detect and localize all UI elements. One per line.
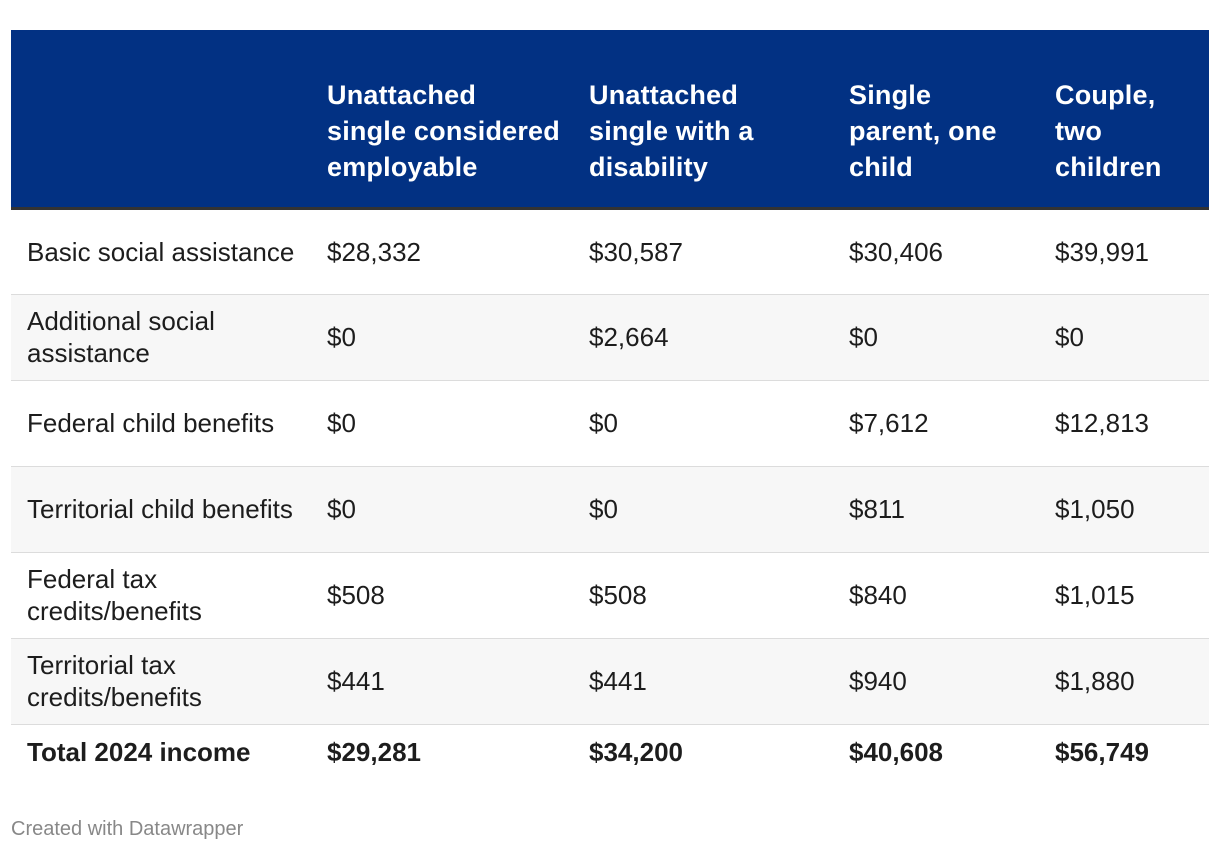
value-cell: $40,608 bbox=[849, 737, 943, 768]
value-cell: $811 bbox=[849, 494, 905, 524]
header-cell-employable: Unattached single considered employable bbox=[311, 30, 573, 210]
value-cell: $28,332 bbox=[327, 236, 421, 267]
value-cell: $39,991 bbox=[1055, 236, 1149, 267]
table-row: Territorial child benefits $0 $0 $811 $1,050 bbox=[11, 466, 1209, 552]
datawrapper-credit: Created with Datawrapper bbox=[11, 818, 244, 840]
value-cell: $1,880 bbox=[1055, 666, 1135, 696]
value-cell: $0 bbox=[327, 408, 356, 438]
value-cell: $0 bbox=[327, 494, 356, 524]
value-cell: $0 bbox=[327, 322, 356, 352]
data-table-container: Unattached single considered employable … bbox=[11, 30, 1209, 780]
value-cell: $1,050 bbox=[1055, 494, 1135, 524]
value-cell: $1,015 bbox=[1055, 580, 1135, 610]
header-cell-label bbox=[11, 30, 311, 210]
value-cell: $30,406 bbox=[849, 236, 943, 267]
value-cell: $56,749 bbox=[1055, 737, 1149, 768]
value-cell: $2,664 bbox=[589, 322, 669, 352]
table-row: Basic social assistance $28,332 $30,587 $30… bbox=[11, 208, 1209, 294]
table-row: Federal tax credits/benefits $508 $508 $840… bbox=[11, 552, 1209, 638]
row-label: Additional social assistance bbox=[27, 306, 215, 368]
row-label: Total 2024 income bbox=[27, 737, 251, 768]
header-cell-single-parent: Single parent, one child bbox=[833, 30, 1039, 210]
value-cell: $12,813 bbox=[1055, 408, 1149, 438]
row-label: Basic social assistance bbox=[27, 236, 295, 267]
value-cell: $7,612 bbox=[849, 408, 929, 438]
table-row: Territorial tax credits/benefits $441 $441… bbox=[11, 638, 1209, 724]
row-label: Federal child benefits bbox=[27, 408, 275, 438]
header-cell-couple: Couple, two children bbox=[1039, 30, 1209, 210]
value-cell: $30,587 bbox=[589, 236, 683, 267]
row-label: Territorial tax credits/benefits bbox=[27, 650, 202, 712]
value-cell: $0 bbox=[589, 494, 618, 524]
header-row: Unattached single considered employable … bbox=[11, 30, 1209, 210]
income-table: Unattached single considered employable … bbox=[11, 30, 1209, 780]
row-label: Territorial child benefits bbox=[27, 494, 293, 524]
value-cell: $29,281 bbox=[327, 737, 421, 768]
value-cell: $0 bbox=[849, 322, 878, 352]
value-cell: $34,200 bbox=[589, 737, 683, 768]
total-row: Total 2024 income $29,281 $34,200 $40,608 $5… bbox=[11, 724, 1209, 780]
row-label: Federal tax credits/benefits bbox=[27, 564, 202, 626]
table-row: Federal child benefits $0 $0 $7,612 $12,813 bbox=[11, 380, 1209, 466]
value-cell: $508 bbox=[589, 580, 647, 610]
table-header: Unattached single considered employable … bbox=[11, 30, 1209, 210]
table-body: Basic social assistance $28,332 $30,587 $30… bbox=[11, 208, 1209, 780]
value-cell: $0 bbox=[1055, 322, 1084, 352]
value-cell: $940 bbox=[849, 666, 907, 696]
value-cell: $840 bbox=[849, 580, 907, 610]
header-cell-disability: Unattached single with a disability bbox=[573, 30, 833, 210]
value-cell: $508 bbox=[327, 580, 385, 610]
table-row: Additional social assistance $0 $2,664 $0 $0 bbox=[11, 294, 1209, 380]
value-cell: $441 bbox=[327, 666, 385, 696]
value-cell: $0 bbox=[589, 408, 618, 438]
value-cell: $441 bbox=[589, 666, 647, 696]
